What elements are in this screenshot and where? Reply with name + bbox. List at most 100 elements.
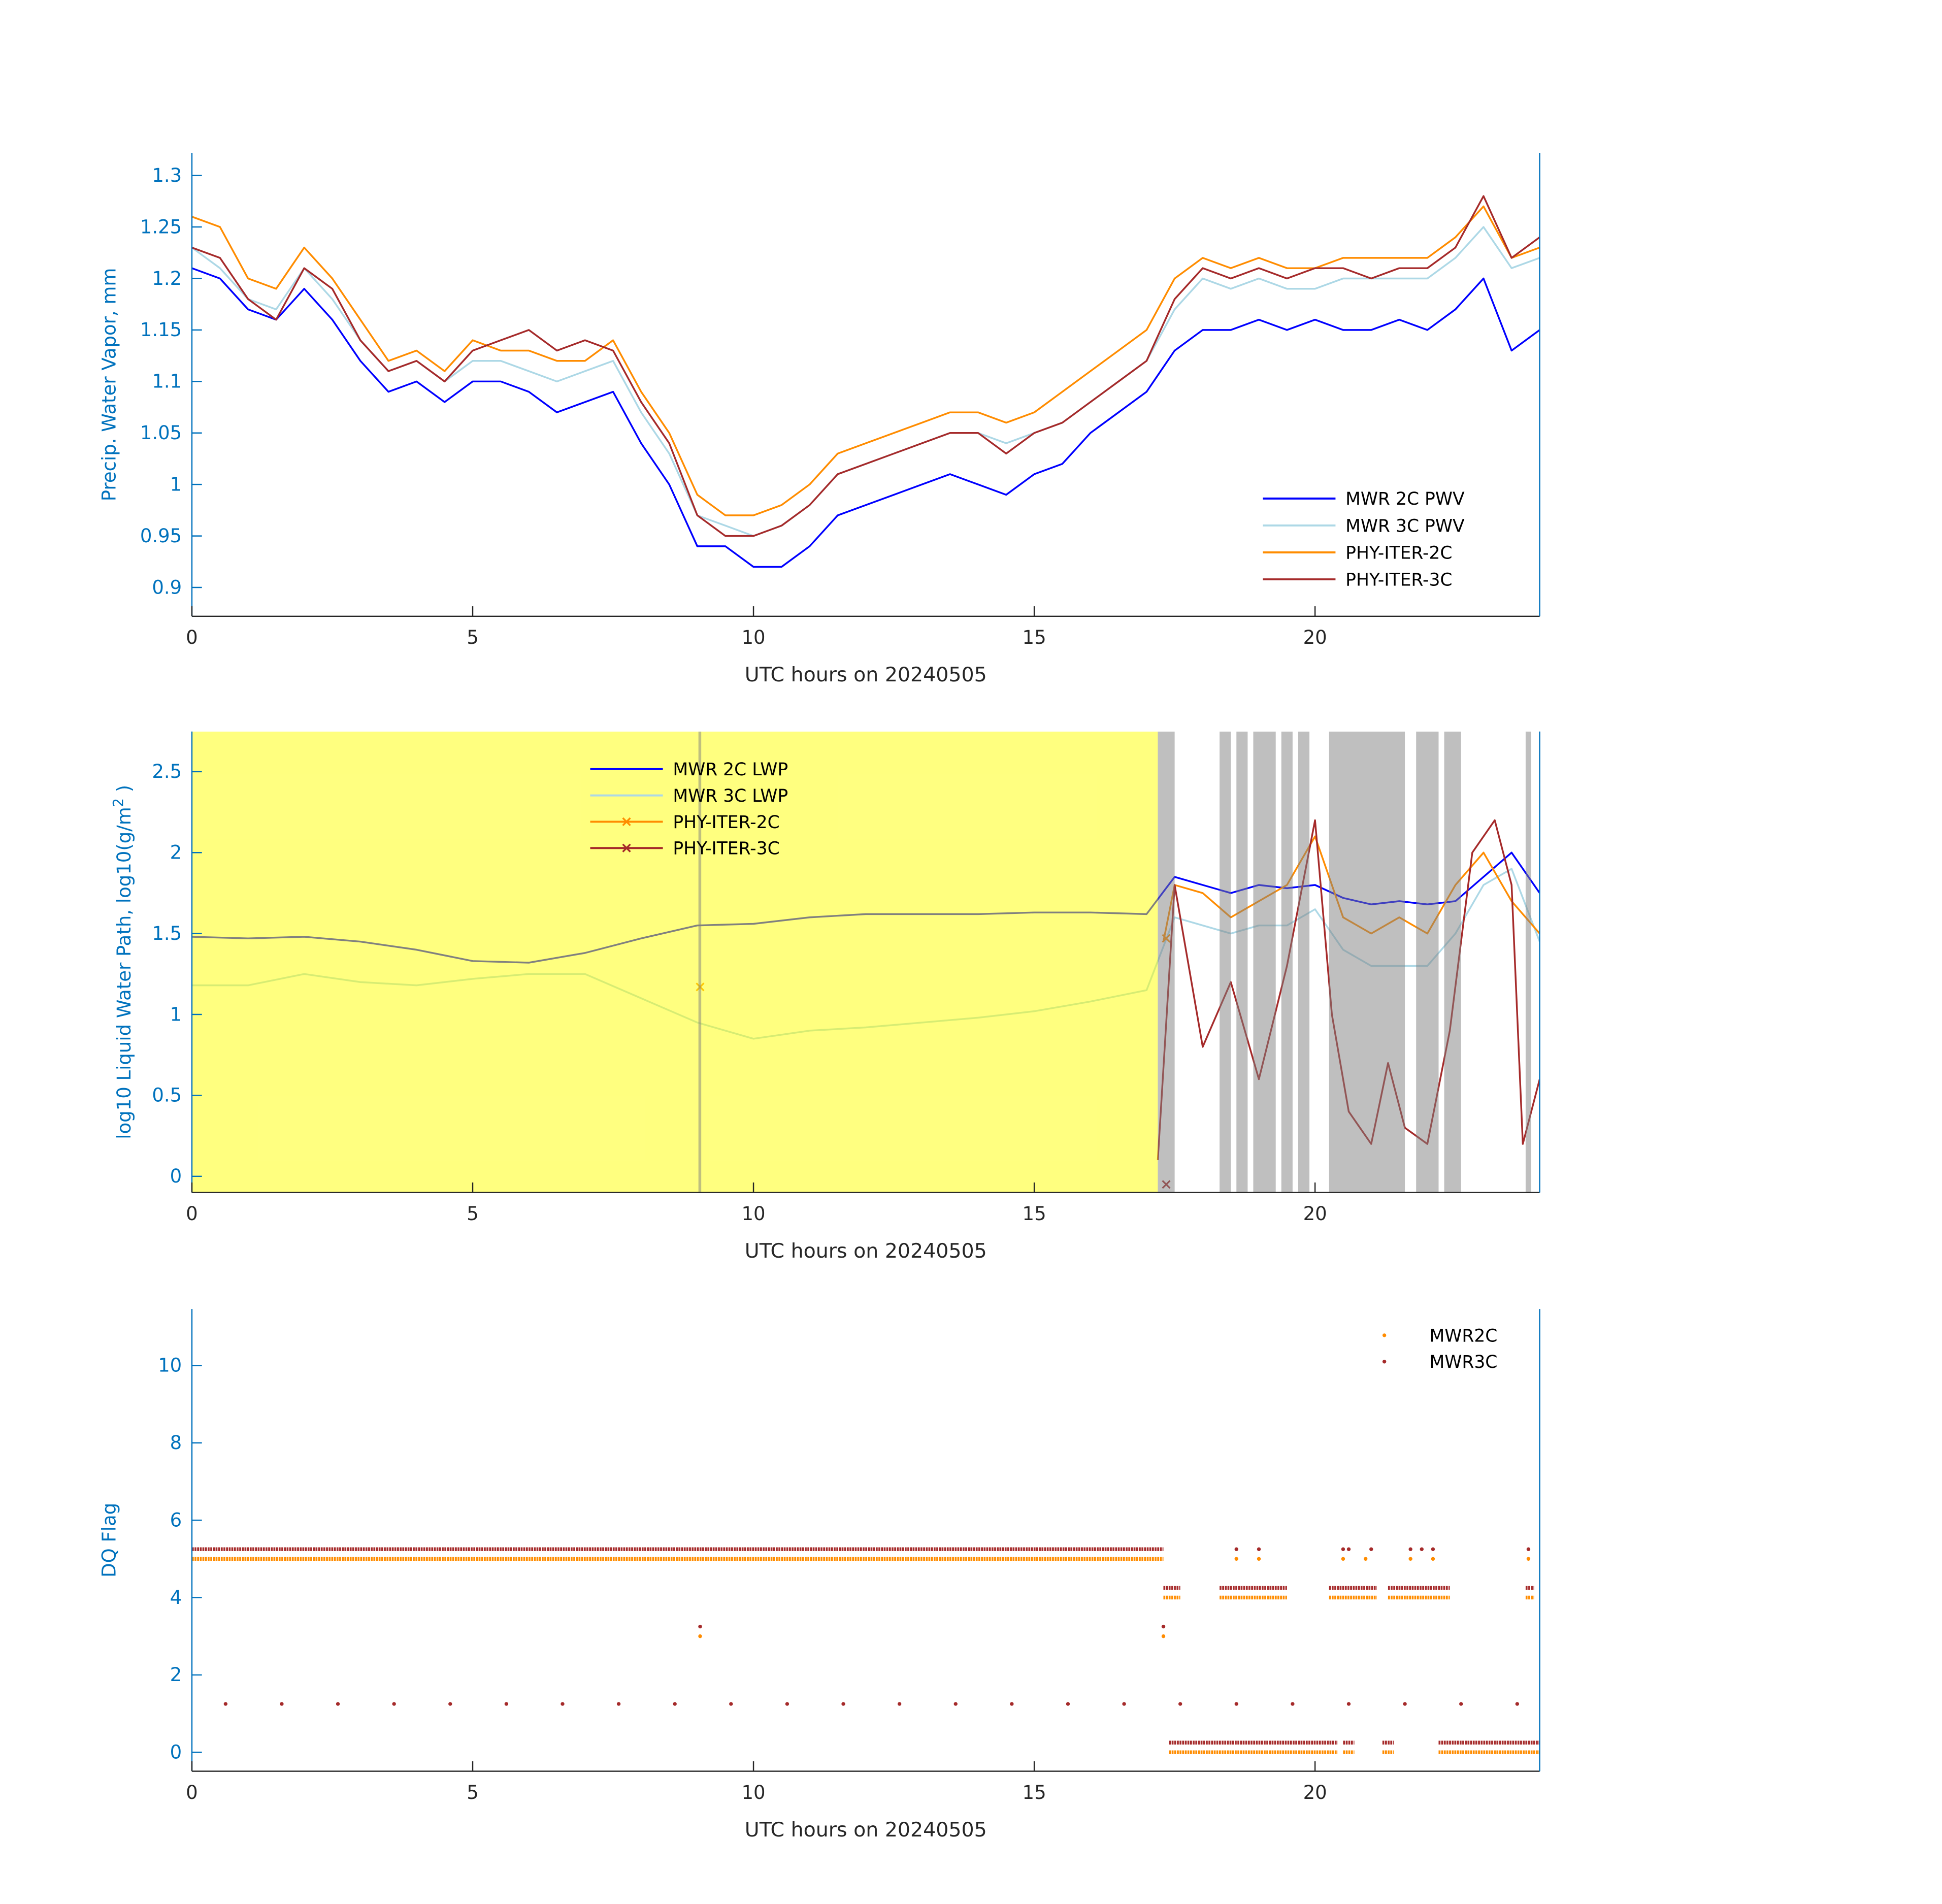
flag-point-mwr3c (1420, 1547, 1424, 1551)
flag-point-mwr2c (698, 1634, 702, 1638)
y-tick-label: 2 (170, 842, 182, 864)
flag-point-mwr3c (1459, 1702, 1463, 1706)
legend-label-phy-iter-3c: PHY-ITER-3C (673, 839, 779, 859)
yellow-shading (191, 731, 1158, 1193)
y-tick-label: 0.9 (152, 576, 182, 598)
gray-shading-band (1525, 731, 1531, 1193)
legend-label-mwr2c: MWR2C (1429, 1326, 1497, 1346)
flag-point-mwr2c (1161, 1634, 1166, 1638)
y-tick-label: 1 (170, 1003, 182, 1025)
y-tick-label: 0 (170, 1165, 182, 1187)
series-line-mwr-2c-pwv (191, 267, 1540, 568)
flag-point-mwr2c (1341, 1557, 1345, 1561)
flag-point-mwr3c (336, 1702, 340, 1706)
gray-shading-band (1298, 731, 1310, 1193)
gray-shading-band (1220, 731, 1231, 1193)
x-tick-label: 15 (1023, 1782, 1046, 1803)
flag-point-mwr3c (1515, 1702, 1520, 1706)
x-tick-label: 10 (741, 627, 765, 648)
gray-shading-band (1236, 731, 1248, 1193)
y-tick-label: 8 (170, 1432, 182, 1454)
dq-flag-axes: 0 5 10 15 20 0 2 4 6 8 10 UTC hours on 20240505 DQ F… (98, 1309, 1540, 1842)
gray-shading-band (1329, 731, 1405, 1193)
flag-point-mwr3c (1291, 1702, 1295, 1706)
gray-shading-band (1416, 731, 1439, 1193)
flag-point-mwr3c (1010, 1702, 1014, 1706)
flag-point-mwr3c (616, 1702, 621, 1706)
flag-point-mwr3c (897, 1702, 902, 1706)
legend-label-mwr3c: MWR3C (1429, 1352, 1497, 1372)
flag-point-mwr3c (785, 1702, 789, 1706)
x-tick-label: 0 (186, 1203, 198, 1225)
flag-point-mwr3c (1346, 1547, 1351, 1551)
x-tick-label: 10 (741, 1782, 765, 1803)
flag-point-mwr3c (1234, 1547, 1238, 1551)
y-tick-label: 10 (158, 1355, 182, 1376)
gray-shading-band (1253, 731, 1276, 1193)
flag-point-mwr2c (1408, 1557, 1412, 1561)
flag-point-mwr2c (1363, 1557, 1368, 1561)
x-tick-label: 20 (1303, 1203, 1327, 1225)
x-tick-label: 0 (186, 1782, 198, 1803)
x-tick-label: 10 (741, 1203, 765, 1225)
flag-point-mwr2c (1257, 1557, 1261, 1561)
y-tick-label: 1.05 (140, 422, 182, 444)
pwv-axes: 0 5 10 15 20 0.9 0.95 1 1.05 1.1 1.15 1.2 1.25 1.3 UTC… (98, 152, 1540, 686)
series-line-mwr-3c-pwv (191, 226, 1540, 537)
y-tick-label: 1.1 (152, 371, 182, 392)
x-tick-label: 5 (467, 1203, 479, 1225)
y-tick-label: 0 (170, 1741, 182, 1763)
flag-point-mwr3c (1369, 1547, 1373, 1551)
flag-point-mwr3c (698, 1624, 702, 1629)
legend-label-phy-iter-2c: PHY-ITER-2C (1345, 543, 1452, 563)
y-tick-label: 2 (170, 1664, 182, 1686)
flag-point-mwr3c (953, 1702, 958, 1706)
series-line-phy-iter-3c (191, 195, 1540, 537)
plot-area (191, 1547, 1540, 1754)
flag-point-mwr3c (1161, 1624, 1166, 1629)
x-tick-label: 20 (1303, 627, 1327, 648)
flag-point-mwr3c (1234, 1702, 1238, 1706)
x-tick-label: 5 (467, 1782, 479, 1803)
flag-point-mwr3c (280, 1702, 284, 1706)
x-tick-label: 15 (1023, 1203, 1046, 1225)
y-tick-label: 1.25 (140, 216, 182, 238)
legend-label-mwr-3c-lwp: MWR 3C LWP (673, 786, 788, 806)
x-tick-label: 15 (1023, 627, 1046, 648)
lwp-axes: 0 5 10 15 20 0 0.5 1 1.5 2 2.5 UTC hours on 2024050… (111, 731, 1540, 1263)
y-tick-label: 1.15 (140, 319, 182, 341)
x-axis-label: UTC hours on 20240505 (745, 663, 987, 686)
flag-point-mwr3c (1066, 1702, 1070, 1706)
y-tick-label: 1.3 (152, 165, 182, 186)
flag-point-mwr3c (561, 1702, 565, 1706)
flag-point-mwr3c (1178, 1702, 1182, 1706)
flag-point-mwr3c (1122, 1702, 1126, 1706)
y-axis-label-superscript: 2 (111, 798, 126, 807)
legend-label-phy-iter-2c: PHY-ITER-2C (673, 812, 779, 833)
x-tick-label: 5 (467, 627, 479, 648)
x-axis-label: UTC hours on 20240505 (745, 1239, 987, 1263)
flag-point-mwr2c (1526, 1557, 1531, 1561)
y-axis-label-end: ) (113, 785, 135, 798)
y-tick-label: 0.95 (140, 525, 182, 547)
flag-point-mwr3c (1431, 1547, 1435, 1551)
flag-point-mwr3c (841, 1702, 845, 1706)
flag-point-mwr2c (1431, 1557, 1435, 1561)
y-axis-label: DQ Flag (98, 1503, 120, 1578)
gray-shading-band (1281, 731, 1293, 1193)
series-line-phy-iter-2c (191, 205, 1540, 516)
legend-label-phy-iter-3c: PHY-ITER-3C (1345, 570, 1452, 590)
legend-label-mwr-2c-lwp: MWR 2C LWP (673, 760, 788, 780)
flag-point-mwr3c (1341, 1547, 1345, 1551)
legend-marker-phy-iter-2c (622, 817, 631, 827)
x-tick-label: 20 (1303, 1782, 1327, 1803)
flag-point-mwr3c (504, 1702, 509, 1706)
flag-point-mwr3c (1526, 1547, 1531, 1551)
y-tick-label: 1.2 (152, 268, 182, 289)
y-tick-label: 2.5 (152, 761, 182, 782)
flag-point-mwr3c (448, 1702, 452, 1706)
legend-marker-phy-iter-3c (622, 843, 631, 852)
flag-point-mwr3c (1408, 1547, 1412, 1551)
gray-shading-band (1444, 731, 1461, 1193)
